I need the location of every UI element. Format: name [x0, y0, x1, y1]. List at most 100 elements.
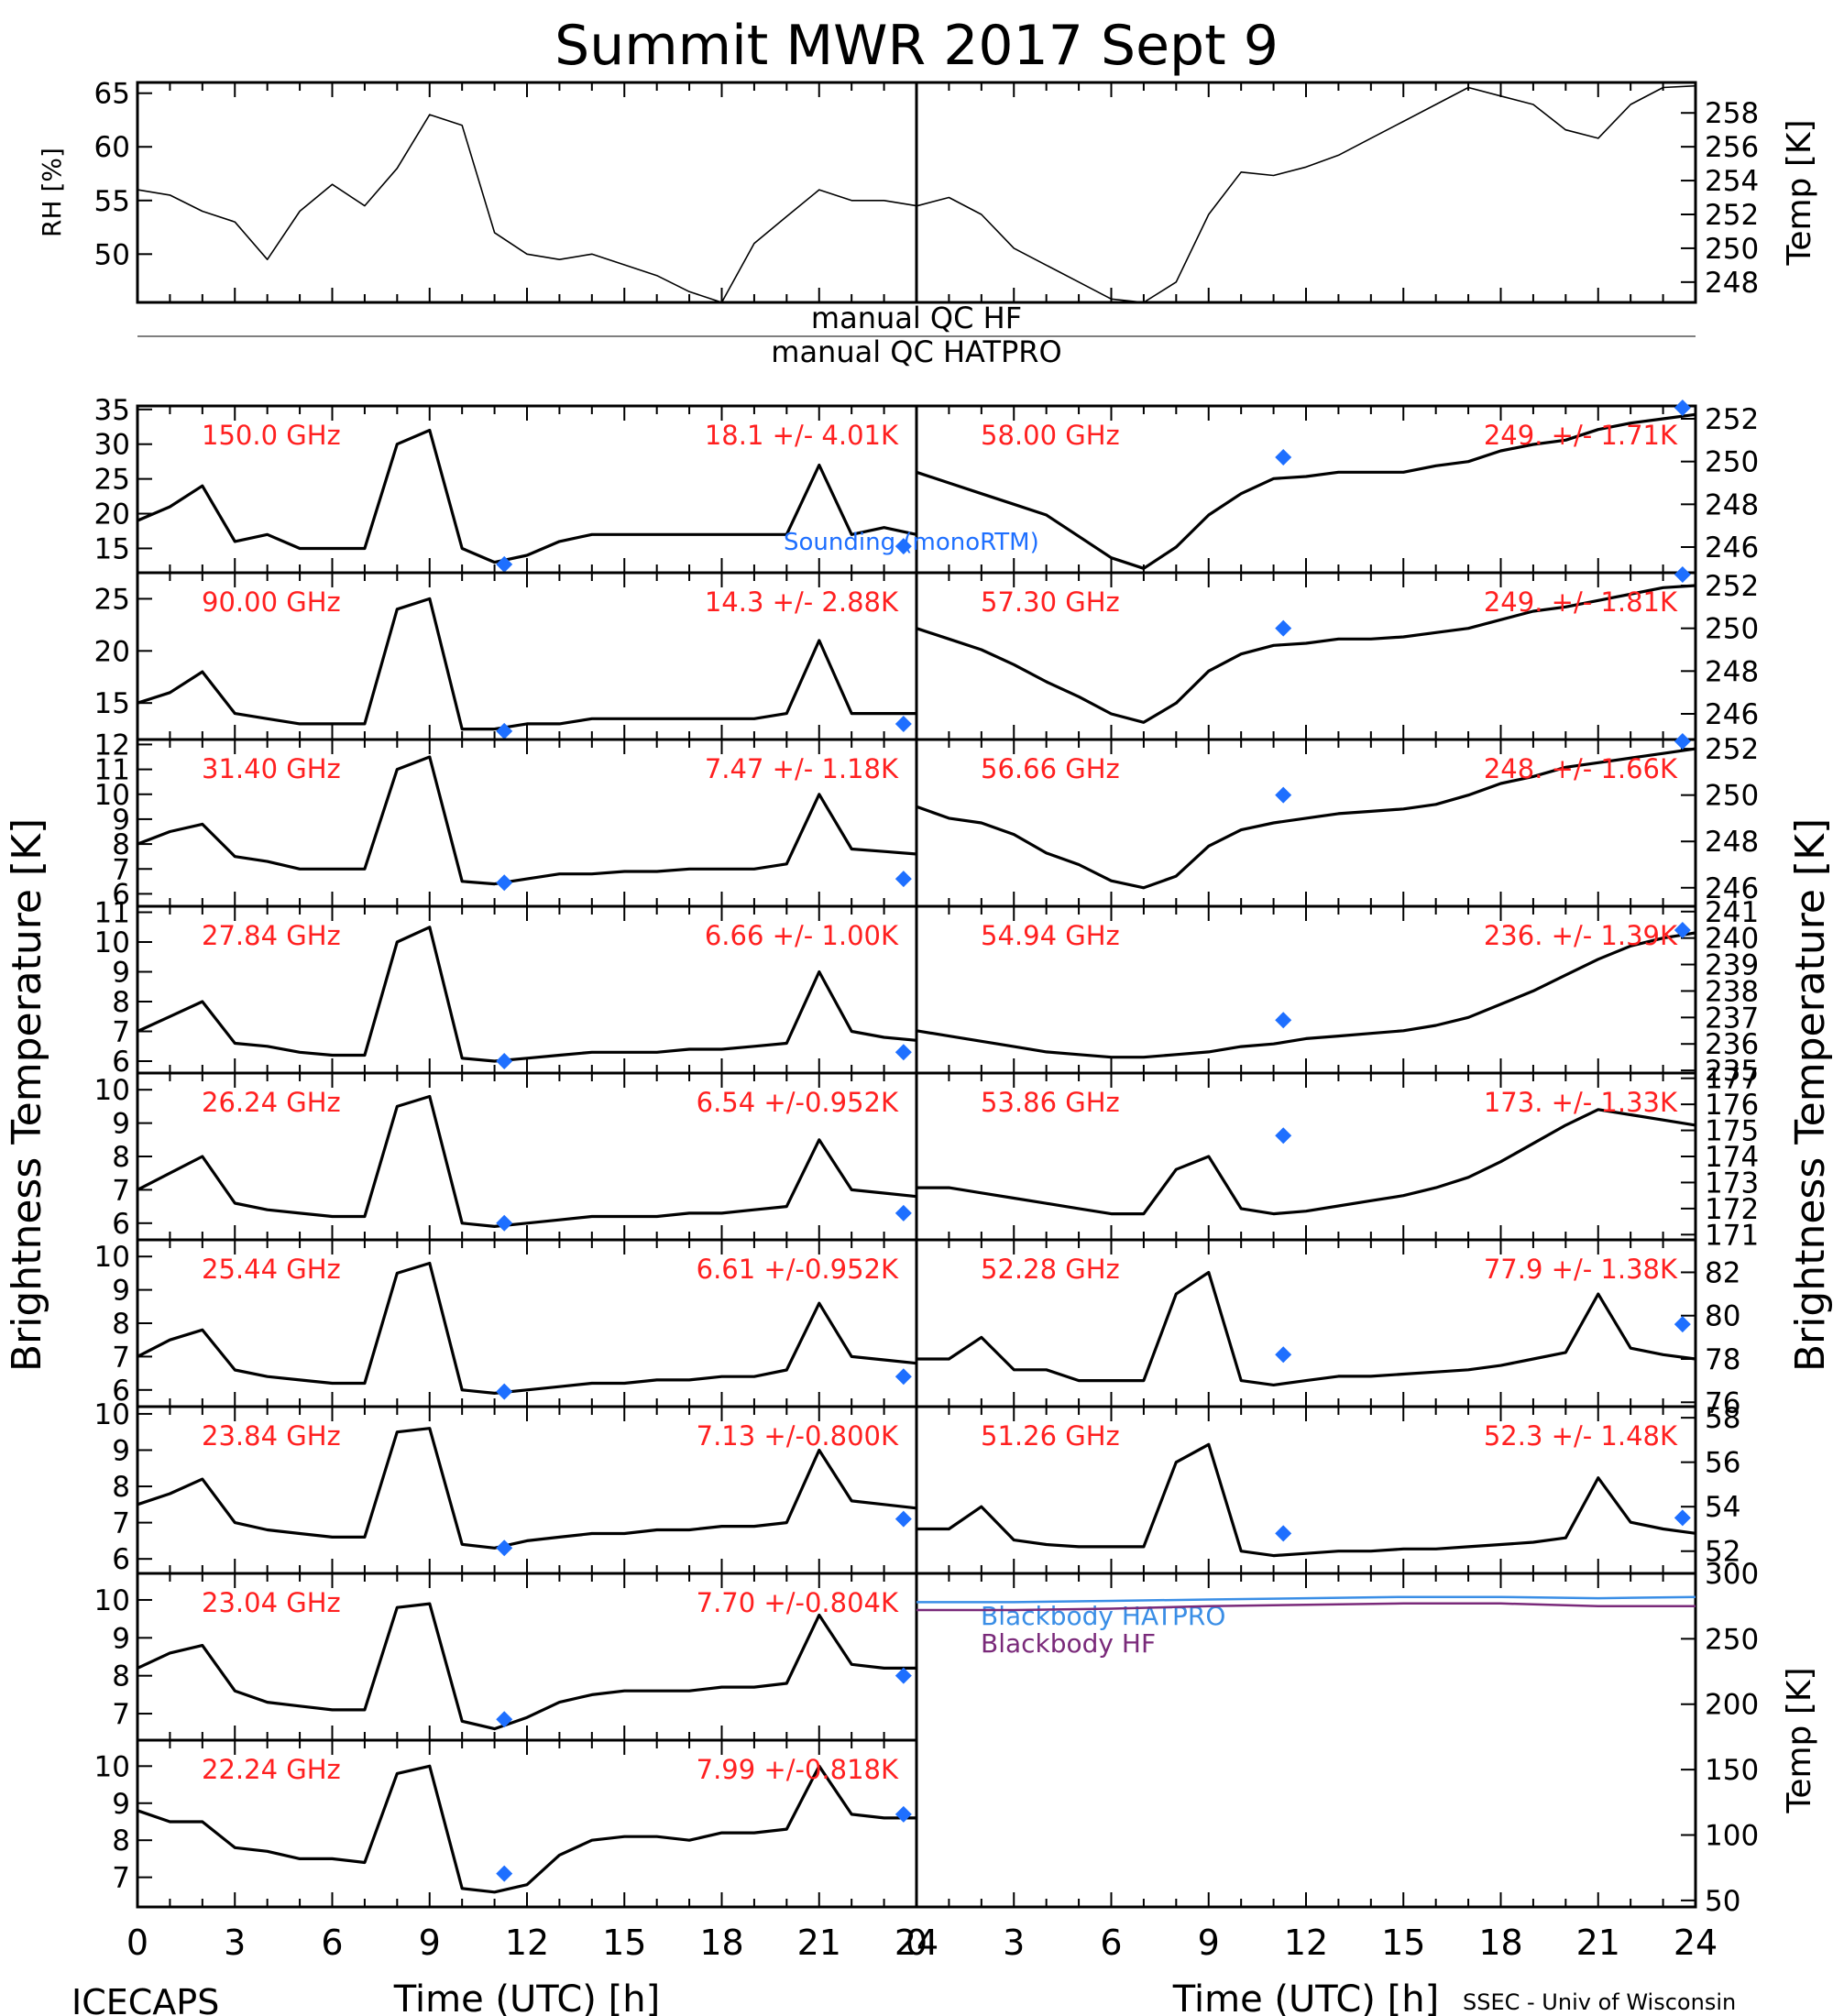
x-tick-label: 15 [1381, 1923, 1425, 1963]
data-trace [916, 747, 1696, 890]
y-tick-label: 10 [94, 926, 130, 959]
data-trace [137, 597, 916, 731]
sounding-marker [895, 538, 912, 555]
sounding-marker [1275, 1127, 1292, 1145]
data-trace [916, 412, 1696, 570]
sounding-marker [895, 1204, 912, 1222]
x-tick-label: 3 [224, 1923, 246, 1963]
y-tick-label: 252 [1705, 403, 1759, 436]
sounding-marker [1275, 449, 1292, 466]
stats-label: 173. +/- 1.33K [1484, 1087, 1678, 1118]
figure-title: Summit MWR 2017 Sept 9 [554, 14, 1279, 78]
y-tick-label: 20 [94, 499, 130, 531]
y-tick-label: 250 [1705, 446, 1759, 479]
y-tick-label: 250 [1705, 780, 1759, 813]
data-trace [137, 428, 917, 564]
y-tick-label: 241 [1705, 896, 1759, 929]
stats-label: 14.3 +/- 2.88K [705, 586, 899, 618]
frequency-label: 58.00 GHz [981, 420, 1120, 451]
frequency-label: 25.44 GHz [202, 1254, 341, 1285]
y-tick-label: 10 [94, 1241, 130, 1274]
y-tick-label: 50 [94, 238, 130, 271]
y-tick-label: 248 [1705, 655, 1759, 688]
y-tick-label: 6 [112, 1208, 130, 1241]
sounding-marker [1674, 733, 1691, 750]
y-tick-label: 8 [112, 1824, 130, 1857]
sounding-marker [895, 871, 912, 888]
y-tick-label: 30 [94, 429, 130, 462]
y-tick-label: 56 [1705, 1447, 1740, 1480]
y-tick-label: 7 [112, 1016, 130, 1049]
stats-label: 7.99 +/-0.818K [697, 1754, 899, 1785]
y-tick-label: 6 [112, 1046, 130, 1079]
stats-label: 6.66 +/- 1.00K [705, 920, 899, 951]
x-tick-label: 0 [906, 1923, 927, 1963]
y-tick-label: 240 [1705, 923, 1759, 956]
y-tick-label: 248 [1705, 267, 1759, 300]
panel-9: 7 8 9 10 23.04 GHz 7.70 +/-0.804K [94, 1572, 918, 1742]
sounding-marker [1674, 566, 1691, 583]
sounding-marker [1275, 1012, 1292, 1029]
y-tick-label: 25 [94, 583, 130, 616]
legend-label: Blackbody HATPRO [981, 1601, 1225, 1631]
y-tick-label: 7 [112, 1507, 130, 1540]
panel-17: 52 54 56 58 51.26 GHz 52.3 +/- 1.48K [915, 1402, 1740, 1575]
sounding-marker [895, 1044, 912, 1061]
y-tick-label: 250 [1705, 1623, 1759, 1656]
x-tick-label: 6 [321, 1923, 343, 1963]
sounding-marker [496, 722, 513, 740]
x-tick-label: 18 [1478, 1923, 1522, 1963]
y-tick-label: 8 [112, 828, 130, 861]
data-trace [137, 926, 917, 1063]
panel-ylabel: Temp [K] [1781, 1667, 1818, 1813]
panel-16: 76 78 80 82 52.28 GHz 77.9 +/- 1.38K [915, 1238, 1740, 1419]
sounding-marker [1275, 619, 1292, 637]
y-tick-label: 300 [1705, 1558, 1759, 1591]
x-tick-label: 21 [797, 1923, 841, 1963]
sounding-marker [895, 1368, 912, 1386]
ylabel-right: Brightness Temperature [K] [1787, 818, 1833, 1372]
sounding-marker [496, 1539, 513, 1557]
panel-8: 678 910 23.84 GHz 7.13 +/-0.800K [94, 1398, 918, 1576]
y-tick-label: 8 [112, 1660, 130, 1693]
y-tick-label: 78 [1705, 1343, 1740, 1376]
y-tick-label: 6 [112, 1543, 130, 1576]
sounding-marker [496, 1865, 513, 1882]
footer-right: SSEC - Univ of Wisconsin [1463, 1989, 1736, 2015]
panel-0: 50 55 60 65 RH [%] [37, 78, 918, 304]
frequency-label: 56.66 GHz [981, 753, 1120, 784]
frequency-label: 31.40 GHz [202, 753, 341, 784]
y-tick-label: 35 [94, 394, 130, 427]
footer-left: ICECAPS [71, 1982, 219, 2016]
frequency-label: 150.0 GHz [202, 420, 341, 451]
sounding-marker [895, 715, 912, 732]
sounding-marker [1674, 1316, 1691, 1333]
y-tick-label: 10 [94, 1074, 130, 1107]
y-tick-label: 50 [1705, 1885, 1740, 1918]
y-tick-label: 65 [94, 78, 130, 111]
data-trace [916, 1270, 1696, 1387]
y-tick-label: 9 [112, 1275, 130, 1308]
y-tick-label: 54 [1705, 1491, 1740, 1524]
y-tick-label: 9 [112, 1788, 130, 1821]
panel-13: 246 248 250 252 56.66 GHz 248. +/- 1.66K [915, 733, 1759, 908]
y-tick-label: 252 [1705, 199, 1759, 232]
y-tick-label: 174 [1705, 1141, 1759, 1174]
y-tick-label: 172 [1705, 1193, 1759, 1226]
stats-label: 6.54 +/-0.952K [697, 1087, 899, 1118]
y-tick-label: 254 [1705, 165, 1759, 198]
sounding-marker [496, 1711, 513, 1728]
frequency-label: 53.86 GHz [981, 1087, 1120, 1118]
sounding-marker [1275, 786, 1292, 804]
y-tick-label: 256 [1705, 131, 1759, 164]
series-line [916, 1602, 1696, 1612]
y-tick-label: 173 [1705, 1167, 1759, 1200]
y-tick-label: 80 [1705, 1300, 1740, 1333]
y-tick-label: 171 [1705, 1219, 1759, 1252]
stats-label: 236. +/- 1.39K [1484, 920, 1678, 951]
y-tick-label: 20 [94, 635, 130, 668]
